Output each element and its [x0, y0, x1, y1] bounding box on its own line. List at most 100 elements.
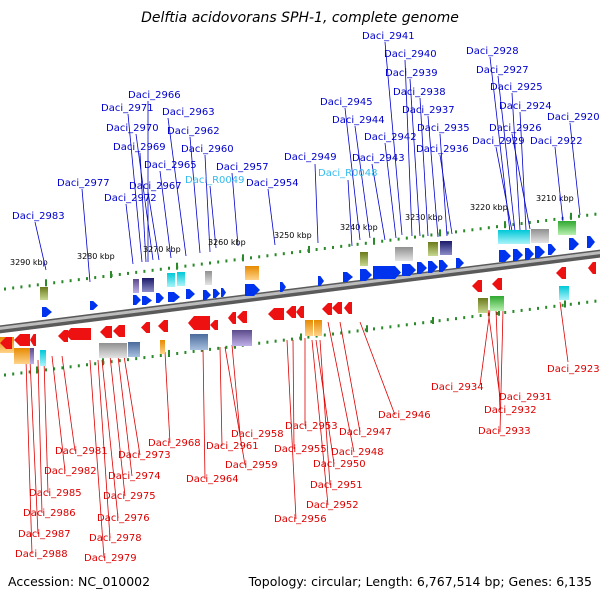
gene-label[interactable]: Daci_2976	[97, 513, 150, 524]
leader-line	[327, 321, 355, 453]
gene-label[interactable]: Daci_2923	[547, 364, 600, 375]
gene-label[interactable]: Daci_2927	[476, 65, 529, 76]
gene-label[interactable]: Daci_R0049	[185, 175, 245, 186]
major-tick	[242, 254, 244, 262]
gene-label[interactable]: Daci_2954	[246, 178, 299, 189]
gene-label[interactable]: Daci_2929	[472, 136, 525, 147]
gene-label[interactable]: Daci_R0048	[318, 168, 378, 179]
gene-label[interactable]: Daci_2961	[206, 441, 259, 452]
gene-label[interactable]: Daci_2925	[490, 82, 543, 93]
gene-label[interactable]: Daci_2944	[332, 115, 385, 126]
major-tick	[570, 212, 572, 220]
minor-tick	[282, 252, 285, 256]
gene-label[interactable]: Daci_2967	[129, 181, 182, 192]
gene-label[interactable]: Daci_2924	[499, 101, 552, 112]
minor-tick	[471, 228, 474, 232]
minor-tick	[127, 271, 129, 275]
gene-label[interactable]: Daci_2960	[181, 144, 234, 155]
gene-label[interactable]: Daci_2958	[231, 429, 284, 440]
gene-label[interactable]: Daci_2922	[530, 136, 583, 147]
gene-label[interactable]: Daci_2937	[402, 105, 455, 116]
gene-label[interactable]: Daci_2962	[167, 126, 220, 137]
gene-label[interactable]: Daci_2988	[15, 549, 68, 560]
gene-label[interactable]: Daci_2955	[274, 444, 327, 455]
gene-label[interactable]: Daci_2942	[364, 132, 417, 143]
gene-label[interactable]: Daci_2982	[44, 466, 97, 477]
gene-label[interactable]: Daci_2950	[313, 459, 366, 470]
gene-label[interactable]: Daci_2986	[23, 508, 76, 519]
minor-tick	[315, 248, 318, 252]
gene-label[interactable]: Daci_2983	[12, 211, 65, 222]
gene-label[interactable]: Daci_2945	[320, 97, 373, 108]
gene-label[interactable]: Daci_2940	[384, 49, 437, 60]
gene-label[interactable]: Daci_2972	[104, 193, 157, 204]
reverse-cds-arrow	[588, 262, 596, 274]
reverse-cds-arrow	[286, 306, 296, 318]
gene-label[interactable]: Daci_2957	[216, 162, 269, 173]
gene-label[interactable]: Daci_2952	[306, 500, 359, 511]
gene-label[interactable]: Daci_2971	[101, 103, 154, 114]
forward-cds-arrow	[373, 266, 401, 279]
minor-tick	[455, 230, 457, 234]
minor-tick	[496, 225, 498, 229]
gene-label[interactable]: Daci_2965	[144, 160, 197, 171]
minor-tick	[586, 213, 589, 217]
gene-label[interactable]: Daci_2946	[378, 410, 431, 421]
gene-label[interactable]: Daci_2977	[57, 178, 110, 189]
gene-label[interactable]: Daci_2978	[89, 533, 142, 544]
gene-label[interactable]: Daci_2928	[466, 46, 519, 57]
gene-label[interactable]: Daci_2969	[113, 142, 166, 153]
minor-tick	[69, 279, 72, 283]
gene-label[interactable]: Daci_2975	[103, 491, 156, 502]
gene-label[interactable]: Daci_2981	[55, 446, 108, 457]
gene-label[interactable]: Daci_2956	[274, 514, 327, 525]
gene-label[interactable]: Daci_2963	[162, 107, 215, 118]
gene-label[interactable]: Daci_2947	[339, 427, 392, 438]
leader-line	[292, 339, 295, 450]
gene-label[interactable]: Daci_2964	[186, 474, 239, 485]
gene-label[interactable]: Daci_2933	[478, 426, 531, 437]
forward-cds-arrow	[168, 292, 180, 302]
gene-label[interactable]: Daci_2979	[84, 553, 137, 564]
gene-label[interactable]: Daci_2935	[417, 123, 470, 134]
leader-line	[487, 309, 501, 398]
gene-label[interactable]: Daci_2934	[431, 382, 484, 393]
gene-label[interactable]: Daci_2932	[484, 405, 537, 416]
gene-label[interactable]: Daci_2943	[352, 153, 405, 164]
minor-tick	[405, 323, 408, 327]
minor-tick	[192, 349, 195, 353]
gene-label[interactable]: Daci_2968	[148, 438, 201, 449]
gene-label[interactable]: Daci_2953	[285, 421, 338, 432]
gene-label[interactable]: Daci_2948	[331, 447, 384, 458]
leader-line	[231, 344, 241, 435]
minor-tick	[463, 229, 466, 233]
minor-tick	[340, 331, 343, 335]
gene-label[interactable]: Daci_2951	[310, 480, 363, 491]
leader-line	[495, 146, 513, 232]
gene-label[interactable]: Daci_2936	[416, 144, 469, 155]
reverse-cds-arrow	[332, 302, 342, 314]
gene-label[interactable]: Daci_2970	[106, 123, 159, 134]
gene-label[interactable]: Daci_2926	[489, 123, 542, 134]
minor-tick	[397, 324, 400, 328]
forward-cds-arrow	[417, 262, 427, 274]
forward-cds-arrow	[428, 261, 438, 273]
gene-label[interactable]: Daci_2949	[284, 152, 337, 163]
gene-label[interactable]: Daci_2931	[499, 392, 552, 403]
gene-label[interactable]: Daci_2939	[385, 68, 438, 79]
minor-tick	[118, 272, 121, 276]
major-tick	[110, 271, 112, 279]
gene-label[interactable]: Daci_2959	[225, 460, 278, 471]
gene-label[interactable]: Daci_2920	[547, 112, 600, 123]
minor-tick	[225, 259, 228, 263]
minor-tick	[463, 316, 466, 320]
gene-label[interactable]: Daci_2985	[29, 488, 82, 499]
gene-label[interactable]: Daci_2966	[128, 90, 181, 101]
gene-label[interactable]: Daci_2938	[393, 87, 446, 98]
gene-label[interactable]: Daci_2987	[18, 529, 71, 540]
gene-label[interactable]: Daci_2941	[362, 31, 415, 42]
leader-line	[344, 107, 361, 241]
gene-label[interactable]: Daci_2974	[108, 471, 161, 482]
minor-tick	[168, 266, 170, 270]
gene-label[interactable]: Daci_2973	[118, 450, 171, 461]
